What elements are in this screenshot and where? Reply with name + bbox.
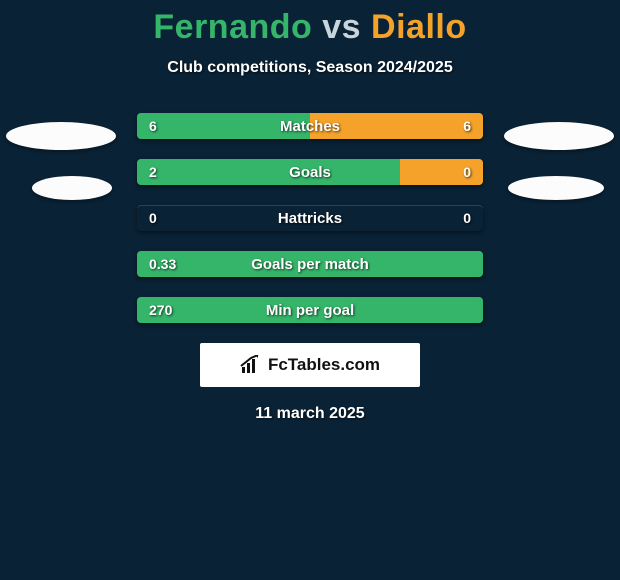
decorative-ellipse bbox=[32, 176, 112, 200]
date-text: 11 march 2025 bbox=[0, 405, 620, 423]
decorative-ellipse bbox=[504, 122, 614, 150]
stats-container: 6Matches62Goals00Hattricks00.33Goals per… bbox=[137, 113, 483, 323]
player2-name: Diallo bbox=[371, 8, 467, 46]
logo-box: FcTables.com bbox=[200, 343, 420, 387]
stat-row: 0.33Goals per match bbox=[137, 251, 483, 277]
player1-name: Fernando bbox=[153, 8, 312, 46]
bar-chart-icon bbox=[240, 355, 262, 375]
stat-label: Hattricks bbox=[137, 205, 483, 231]
stat-row: 270Min per goal bbox=[137, 297, 483, 323]
decorative-ellipse bbox=[6, 122, 116, 150]
stat-label: Goals per match bbox=[137, 251, 483, 277]
stat-row: 0Hattricks0 bbox=[137, 205, 483, 231]
stat-label: Matches bbox=[137, 113, 483, 139]
decorative-ellipse bbox=[508, 176, 604, 200]
stat-label: Goals bbox=[137, 159, 483, 185]
stat-label: Min per goal bbox=[137, 297, 483, 323]
stat-row: 6Matches6 bbox=[137, 113, 483, 139]
stat-value-right: 0 bbox=[463, 205, 471, 231]
logo-text: FcTables.com bbox=[268, 355, 380, 375]
stat-value-right: 6 bbox=[463, 113, 471, 139]
vs-text: vs bbox=[322, 8, 361, 46]
subtitle: Club competitions, Season 2024/2025 bbox=[0, 59, 620, 77]
comparison-title: Fernando vs Diallo bbox=[0, 0, 620, 47]
stat-value-right: 0 bbox=[463, 159, 471, 185]
stat-row: 2Goals0 bbox=[137, 159, 483, 185]
